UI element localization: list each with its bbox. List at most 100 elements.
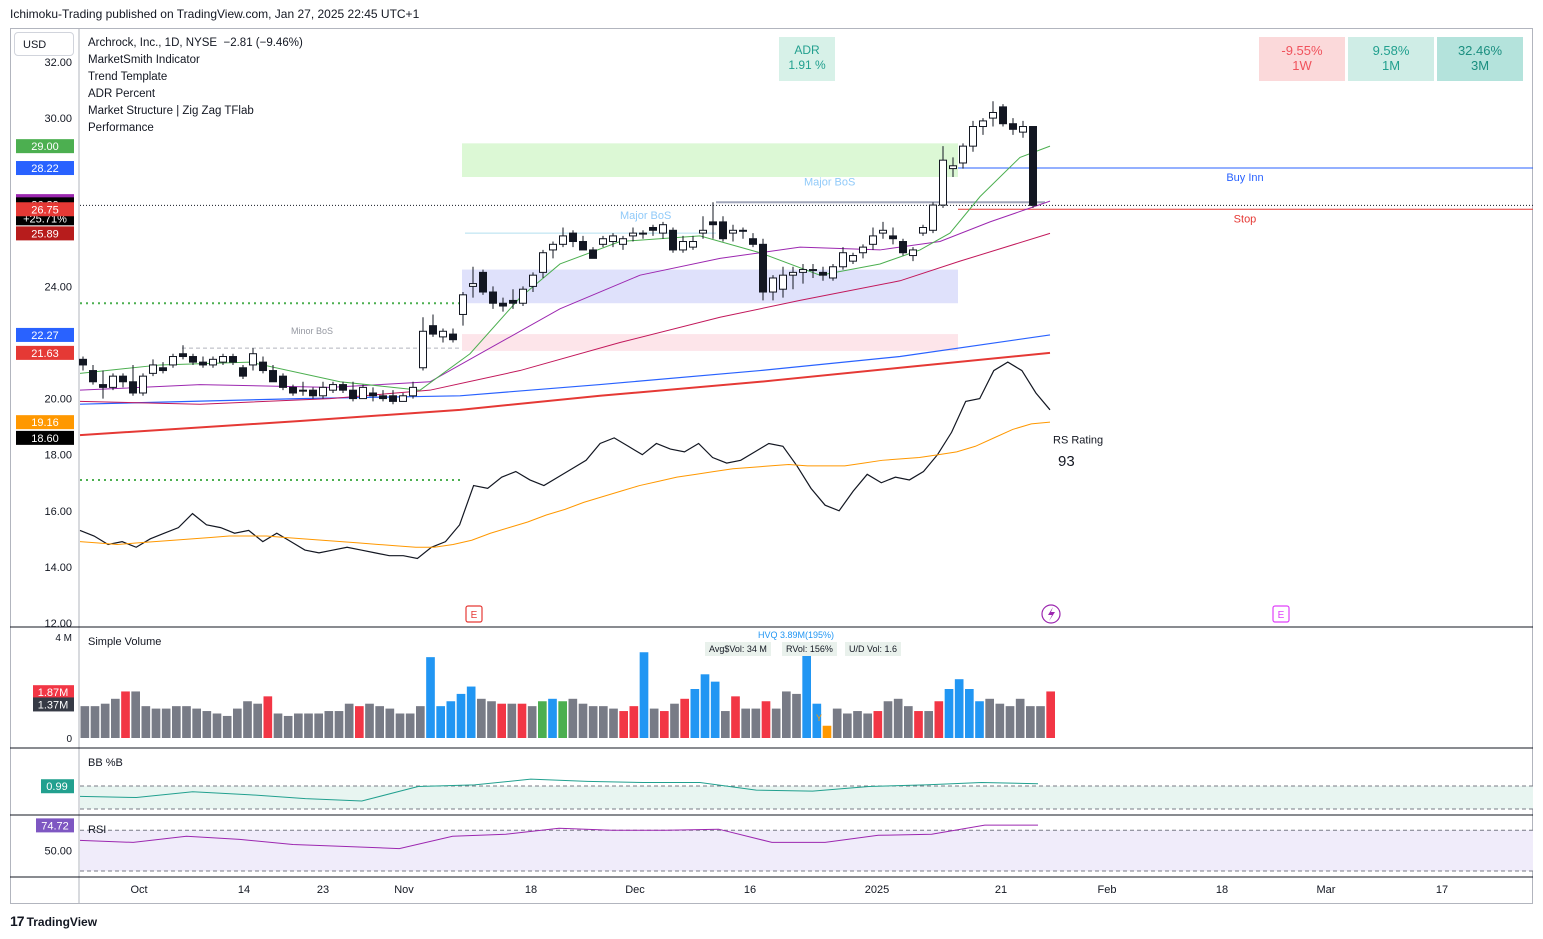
candle-body: [679, 241, 687, 251]
candle: [779, 266, 787, 298]
candle-body: [629, 232, 637, 237]
candle-body: [829, 266, 837, 279]
volume-bar: [141, 706, 151, 738]
adr-label: ADR: [794, 43, 820, 57]
candle-body: [529, 274, 537, 287]
volume-bar: [487, 701, 496, 738]
candle-body: [849, 255, 857, 262]
volume-bar: [233, 708, 242, 738]
candle: [369, 387, 377, 402]
volume-bar: [477, 698, 486, 738]
volume-badge-bg: [33, 697, 74, 712]
currency-selector[interactable]: USD: [14, 32, 74, 56]
volume-bar: [802, 642, 811, 738]
volume-bar: [1036, 706, 1045, 738]
price-badge-bg: [16, 415, 74, 430]
candle: [319, 381, 327, 399]
price-badge: 28.22: [16, 161, 74, 176]
candle-body: [719, 221, 727, 240]
avg-vol-stat: Avg$Vol: 34 M: [705, 642, 771, 656]
price-tick-label: 16.00: [44, 506, 72, 518]
volume-bar: [680, 698, 689, 738]
lightning-icon: [1048, 607, 1055, 621]
rs-rating-value: 93: [1058, 453, 1075, 470]
indicator-legend-4[interactable]: Market Structure | Zig Zag TFlab: [88, 105, 254, 117]
stop-label: Stop: [1234, 213, 1257, 225]
volume-bar: [263, 696, 273, 738]
earnings-event-icon-text: E: [471, 610, 478, 621]
candle: [379, 390, 387, 402]
candle: [619, 235, 627, 250]
candle: [829, 263, 837, 281]
demand-zone-green: [462, 143, 958, 178]
volume-bar: [497, 703, 506, 738]
rsi-pane-title[interactable]: RSI: [88, 824, 107, 836]
candle: [279, 373, 287, 391]
perf-value: 9.58%: [1372, 43, 1410, 58]
price-badge: 29.00: [16, 139, 74, 154]
price-badge-text: 25.89: [31, 228, 59, 240]
candle: [209, 356, 217, 368]
volume-bar: [893, 698, 903, 738]
volume-pane-title[interactable]: Simple Volume: [88, 636, 162, 648]
volume-bar: [182, 706, 191, 738]
volume-bar: [1026, 706, 1035, 738]
price-badge-bg: [16, 226, 74, 241]
candle-body: [369, 392, 377, 397]
volume-bar: [212, 713, 222, 738]
volume-bar: [294, 713, 303, 738]
volume-bar: [985, 698, 994, 738]
ma50-line: [79, 232, 1051, 405]
candle-body: [739, 229, 747, 232]
volume-bar: [944, 689, 954, 738]
time-axis-label: Dec: [625, 884, 645, 896]
symbol-line[interactable]: Archrock, Inc., 1D, NYSE −2.81 (−9.46%): [88, 35, 303, 52]
candle-body: [919, 226, 927, 234]
candle-body: [109, 375, 117, 388]
time-axis-label: 21: [995, 884, 1007, 896]
price-badge: 22.27: [16, 327, 74, 342]
performance-3m: 32.46% 3M: [1437, 37, 1523, 81]
volume-bar: [466, 686, 476, 738]
volume-bar: [975, 701, 984, 738]
time-axis-label: 23: [317, 884, 329, 896]
tradingview-logo[interactable]: 17 TradingView: [10, 913, 98, 929]
candle: [839, 247, 847, 270]
candle: [89, 364, 97, 385]
candle-body: [329, 384, 337, 391]
candle-body: [229, 356, 237, 363]
price-badge-sub: +25.71%: [23, 213, 67, 225]
perf-value: -9.55%: [1281, 43, 1323, 58]
volume-bar: [334, 711, 344, 738]
candle: [739, 227, 747, 239]
candle-body: [399, 395, 407, 402]
candle-body: [879, 229, 887, 234]
bb-pane-title[interactable]: BB %B: [88, 757, 123, 769]
time-axis-label: Mar: [1317, 884, 1336, 896]
indicator-legend-3[interactable]: ADR Percent: [88, 88, 156, 100]
candle-body: [469, 283, 477, 287]
time-axis-label: Feb: [1098, 884, 1117, 896]
candle: [229, 353, 237, 365]
candle-body: [999, 106, 1007, 125]
candle-body: [859, 246, 867, 254]
publisher-line: Ichimoku-Trading published on TradingVie…: [10, 7, 420, 21]
volume-bar: [904, 706, 913, 738]
candle-body: [79, 358, 87, 366]
indicator-legend-5[interactable]: Performance: [88, 122, 154, 134]
volume-bar: [436, 706, 445, 738]
candle-body: [689, 241, 697, 248]
ma10-line: [79, 145, 1051, 391]
indicator-legend-2[interactable]: Trend Template: [88, 71, 168, 83]
volume-bar: [192, 708, 201, 738]
earnings-event-icon: E: [1272, 605, 1290, 623]
candle: [519, 286, 527, 307]
volume-bar: [243, 701, 252, 738]
candle: [909, 247, 917, 262]
price-badge-text: 22.27: [31, 330, 59, 342]
indicator-legend-1[interactable]: MarketSmith Indicator: [88, 54, 200, 66]
volume-bar: [812, 703, 822, 738]
candle-body: [969, 126, 977, 147]
volume-bar: [792, 693, 801, 738]
